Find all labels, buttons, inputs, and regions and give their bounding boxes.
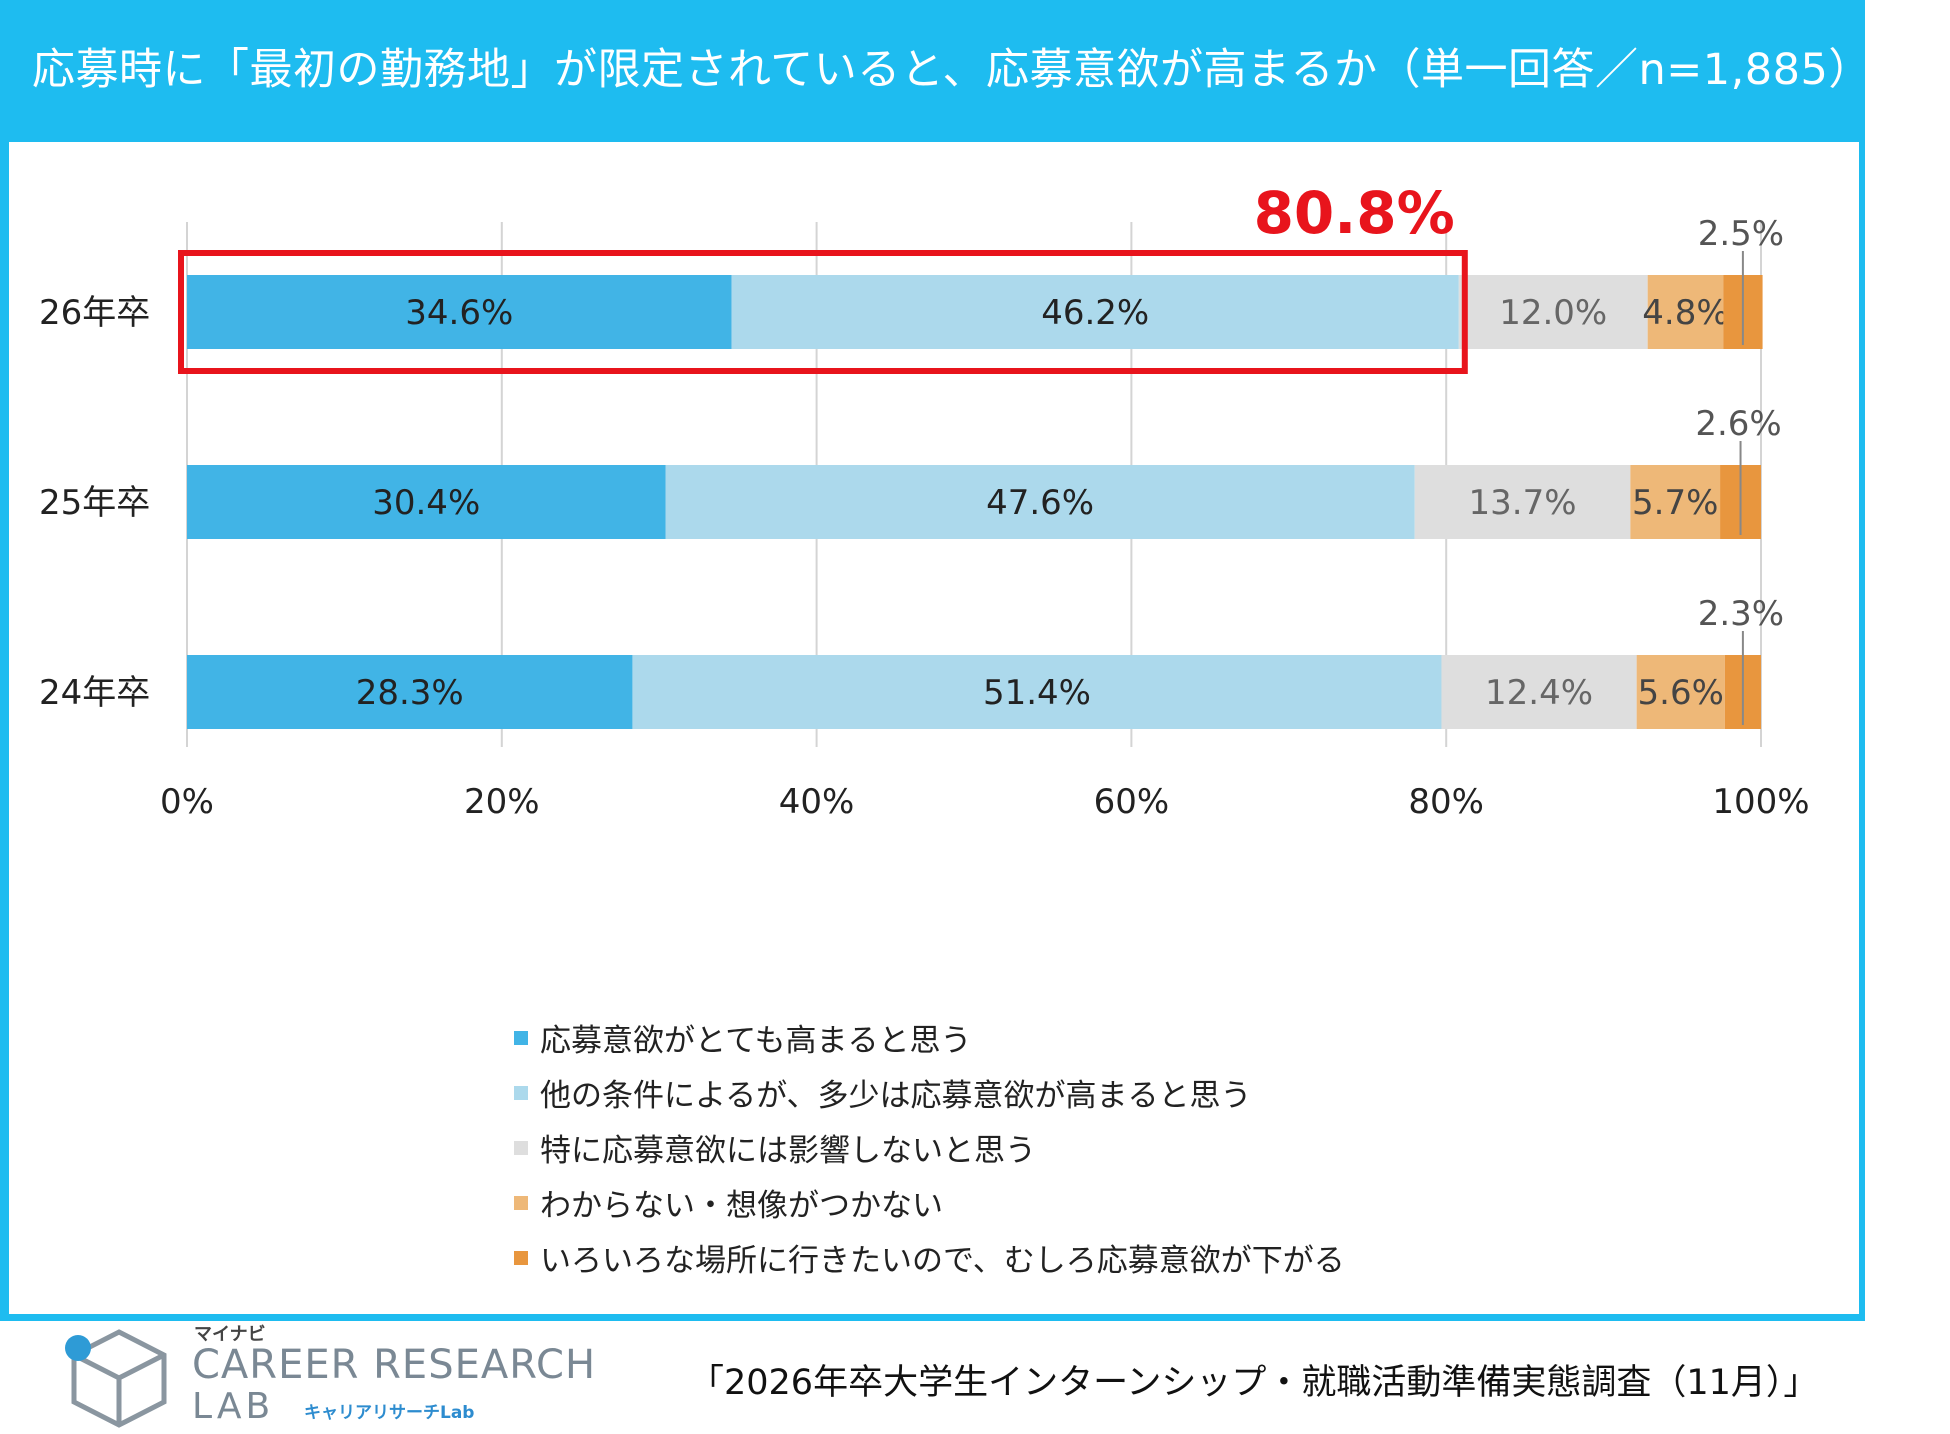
legend: 応募意欲がとても高まると思う 他の条件によるが、多少は応募意欲が高まると思う 特… bbox=[514, 1010, 1345, 1285]
legend-swatch bbox=[514, 1250, 528, 1265]
data-label: 2.6% bbox=[1695, 404, 1781, 444]
data-label: 12.4% bbox=[1485, 673, 1593, 713]
legend-label: 特に応募意欲には影響しないと思う bbox=[540, 1133, 1036, 1169]
bar-segment bbox=[187, 275, 732, 349]
logo-lab-text: LAB bbox=[192, 1386, 275, 1427]
data-label: 2.5% bbox=[1698, 214, 1784, 254]
data-label: 46.2% bbox=[1041, 293, 1149, 333]
bar-segment bbox=[187, 655, 633, 729]
data-label: 47.6% bbox=[986, 483, 1094, 523]
legend-item: 特に応募意欲には影響しないと思う bbox=[514, 1120, 1345, 1175]
x-tick-label: 20% bbox=[464, 782, 540, 822]
bar-segment bbox=[632, 655, 1442, 729]
x-tick-label: 0% bbox=[160, 782, 214, 822]
career-research-lab-logo: マイナビ CAREER RESEARCH LAB キャリアリサーチLab bbox=[64, 1320, 595, 1430]
bar-segment bbox=[1647, 275, 1724, 349]
bar-segment bbox=[1458, 275, 1648, 349]
legend-swatch bbox=[514, 1195, 528, 1210]
data-label: 28.3% bbox=[356, 673, 464, 713]
logo-subtitle: キャリアリサーチLab bbox=[304, 1403, 475, 1423]
data-label: 2.3% bbox=[1698, 594, 1784, 634]
legend-swatch bbox=[514, 1030, 528, 1045]
category-label: 24年卒 bbox=[39, 673, 150, 713]
legend-swatch bbox=[514, 1085, 528, 1100]
chart-panel: 34.6% 46.2% 12.0% 4.8% 2.5% 30.4% 47.6% 13.7% 5.… bbox=[9, 142, 1859, 1428]
data-label: 5.7% bbox=[1632, 483, 1718, 523]
legend-item: 応募意欲がとても高まると思う bbox=[514, 1010, 1345, 1065]
data-label: 4.8% bbox=[1642, 293, 1728, 333]
highlight-box bbox=[178, 250, 1468, 374]
bar-segment bbox=[1414, 465, 1631, 539]
legend-label: 応募意欲がとても高まると思う bbox=[540, 1023, 972, 1059]
category-label: 26年卒 bbox=[39, 293, 150, 333]
bar-segment bbox=[731, 275, 1459, 349]
data-label: 13.7% bbox=[1469, 483, 1577, 523]
bar-segment bbox=[1636, 655, 1725, 729]
chart-title: 応募時に「最初の勤務地」が限定されていると、応募意欲が高まるか（単一回答／n=1… bbox=[32, 45, 1872, 95]
legend-label: 他の条件によるが、多少は応募意欲が高まると思う bbox=[540, 1078, 1252, 1114]
x-tick-label: 60% bbox=[1094, 782, 1170, 822]
bar-segment bbox=[187, 465, 666, 539]
legend-item: 他の条件によるが、多少は応募意欲が高まると思う bbox=[514, 1065, 1345, 1120]
legend-label: いろいろな場所に行きたいので、むしろ応募意欲が下がる bbox=[540, 1243, 1345, 1279]
legend-label: わからない・想像がつかない bbox=[540, 1188, 943, 1224]
legend-item: いろいろな場所に行きたいので、むしろ応募意欲が下がる bbox=[514, 1230, 1345, 1285]
source-note: 「2026年卒大学生インターンシップ・就職活動準備実態調査（11月）」 bbox=[689, 1363, 1819, 1403]
data-label: 12.0% bbox=[1499, 293, 1607, 333]
x-tick-label: 80% bbox=[1408, 782, 1484, 822]
bar-segment bbox=[1441, 655, 1637, 729]
x-tick-label: 100% bbox=[1712, 782, 1809, 822]
legend-item: わからない・想像がつかない bbox=[514, 1175, 1345, 1230]
data-label: 51.4% bbox=[983, 673, 1091, 713]
bar-segment bbox=[1630, 465, 1721, 539]
bar-segment bbox=[665, 465, 1415, 539]
cube-logo-icon bbox=[65, 1329, 167, 1428]
x-tick-label: 40% bbox=[779, 782, 855, 822]
highlight-label: 80.8% bbox=[1254, 179, 1455, 247]
legend-swatch bbox=[514, 1140, 528, 1155]
data-label: 30.4% bbox=[372, 483, 480, 523]
data-label: 34.6% bbox=[405, 293, 513, 333]
logo-main-text: CAREER RESEARCH bbox=[192, 1342, 597, 1388]
category-label: 25年卒 bbox=[39, 483, 150, 523]
stacked-bar-chart: 34.6% 46.2% 12.0% 4.8% 2.5% 30.4% 47.6% 13.7% 5.… bbox=[39, 179, 1810, 822]
data-label: 5.6% bbox=[1638, 673, 1724, 713]
